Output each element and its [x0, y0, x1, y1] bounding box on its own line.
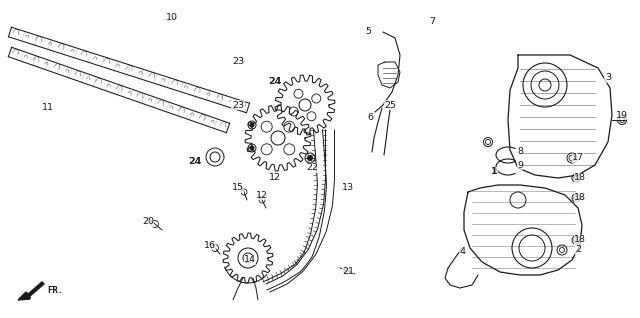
Text: 10: 10	[166, 13, 178, 23]
Circle shape	[307, 156, 312, 161]
Text: 14: 14	[244, 255, 256, 265]
Text: 8: 8	[517, 148, 523, 156]
Polygon shape	[18, 292, 30, 300]
Text: 18: 18	[574, 193, 586, 203]
Text: 12: 12	[256, 190, 268, 199]
Text: 19: 19	[616, 110, 628, 120]
Text: 13: 13	[342, 183, 354, 192]
Text: 18: 18	[574, 174, 586, 183]
Text: 18: 18	[574, 236, 586, 245]
Circle shape	[250, 146, 254, 150]
Text: 5: 5	[365, 27, 371, 37]
Text: 24: 24	[268, 78, 282, 86]
FancyArrowPatch shape	[24, 286, 40, 299]
Text: 9: 9	[517, 161, 523, 169]
Text: 20: 20	[142, 218, 154, 226]
Text: 1: 1	[491, 168, 497, 176]
Text: 22: 22	[306, 163, 318, 172]
Text: 23: 23	[232, 58, 244, 66]
Text: 12: 12	[269, 174, 281, 183]
Text: FR.: FR.	[47, 286, 63, 295]
Text: 16: 16	[204, 240, 216, 250]
Text: 3: 3	[605, 73, 611, 82]
Text: 24: 24	[188, 157, 202, 167]
Text: 4: 4	[459, 247, 465, 257]
Text: 21: 21	[342, 267, 354, 276]
Circle shape	[250, 123, 254, 127]
Text: 17: 17	[572, 154, 584, 162]
Text: 7: 7	[429, 17, 435, 26]
Text: 2: 2	[575, 245, 581, 254]
Text: 6: 6	[367, 114, 373, 122]
Text: 11: 11	[42, 103, 54, 113]
Polygon shape	[27, 281, 45, 297]
Text: 23: 23	[232, 100, 244, 109]
Text: 15: 15	[232, 183, 244, 192]
Text: 25: 25	[384, 100, 396, 109]
